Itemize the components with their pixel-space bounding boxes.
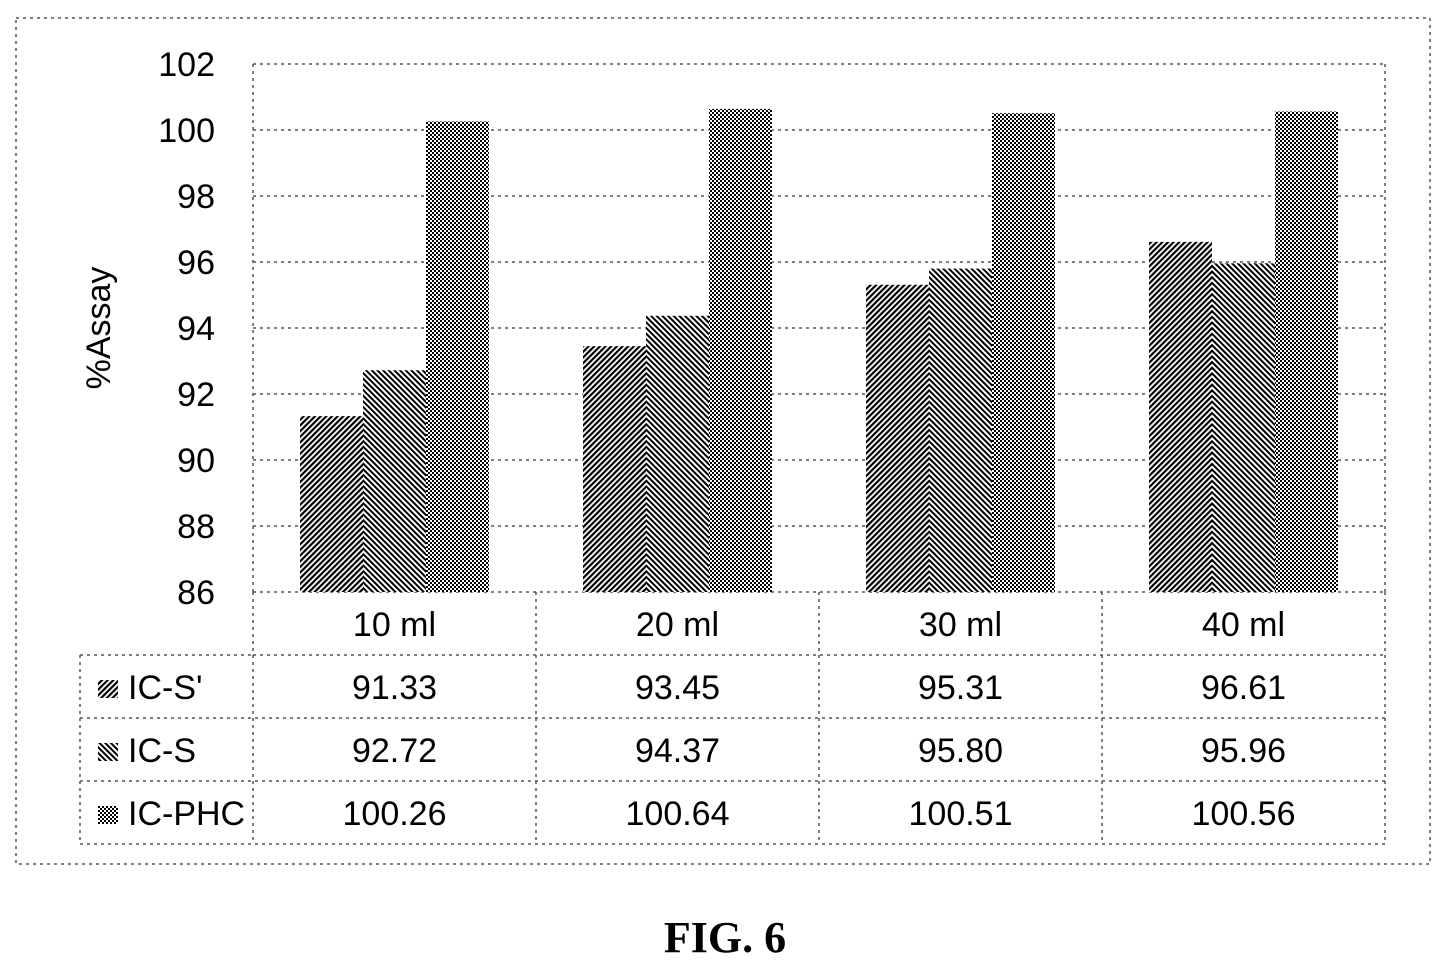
legend-series-name: IC-S' <box>128 669 203 707</box>
x-category-label: 30 ml <box>919 606 1002 644</box>
y-axis-title: %Assay <box>80 267 118 390</box>
y-tick-label: 86 <box>177 574 215 612</box>
y-tick-label: 90 <box>177 442 215 480</box>
x-category-label: 20 ml <box>636 606 719 644</box>
bar <box>1212 263 1275 592</box>
bar <box>583 346 646 592</box>
gridlines <box>15 17 1431 865</box>
x-category-label: 10 ml <box>353 606 436 644</box>
chart-frame: 86 88 90 92 94 96 98 100 102 %Assay 10 ml 20 ml 30 m… <box>15 17 1431 865</box>
labels: 86 88 90 92 94 96 98 100 102 %Assay 10 ml 20 ml 30 m… <box>80 46 1296 833</box>
y-tick-label: 94 <box>177 310 215 348</box>
data-label: 93.45 <box>635 669 720 707</box>
y-tick-label: 92 <box>177 376 215 414</box>
bars <box>300 108 1338 593</box>
data-label: 94.37 <box>635 732 720 770</box>
data-label: 100.64 <box>626 795 730 833</box>
bar <box>1275 111 1338 593</box>
data-label: 100.51 <box>909 795 1013 833</box>
data-label: 92.72 <box>352 732 437 770</box>
bar <box>929 268 992 592</box>
legend-series-name: IC-PHC <box>128 795 245 833</box>
legend-series-name: IC-S <box>128 732 196 770</box>
data-label: 100.56 <box>1192 795 1296 833</box>
bar <box>646 315 709 592</box>
bar <box>426 121 489 593</box>
bar <box>992 113 1055 593</box>
data-label: 96.61 <box>1201 669 1286 707</box>
bar <box>363 370 426 592</box>
figure-caption: FIG. 6 <box>663 913 787 962</box>
data-label: 95.80 <box>918 732 1003 770</box>
legend-key <box>98 743 118 761</box>
bar <box>300 416 363 592</box>
chart-border <box>15 17 1431 865</box>
y-tick-label: 102 <box>158 46 215 84</box>
data-label: 95.96 <box>1201 732 1286 770</box>
bar <box>709 108 772 592</box>
bar-chart: 86 88 90 92 94 96 98 100 102 %Assay 10 ml 20 ml 30 m… <box>15 17 1431 865</box>
y-tick-label: 100 <box>158 112 215 150</box>
data-label: 100.26 <box>343 795 447 833</box>
legend-key <box>98 680 118 698</box>
data-label: 91.33 <box>352 669 437 707</box>
y-tick-label: 88 <box>177 508 215 546</box>
bar <box>866 284 929 592</box>
legend-key <box>98 806 118 824</box>
y-tick-label: 96 <box>177 244 215 282</box>
data-label: 95.31 <box>918 669 1003 707</box>
y-tick-label: 98 <box>177 178 215 216</box>
data-table <box>79 592 1386 845</box>
x-category-label: 40 ml <box>1202 606 1285 644</box>
bar <box>1149 241 1212 592</box>
